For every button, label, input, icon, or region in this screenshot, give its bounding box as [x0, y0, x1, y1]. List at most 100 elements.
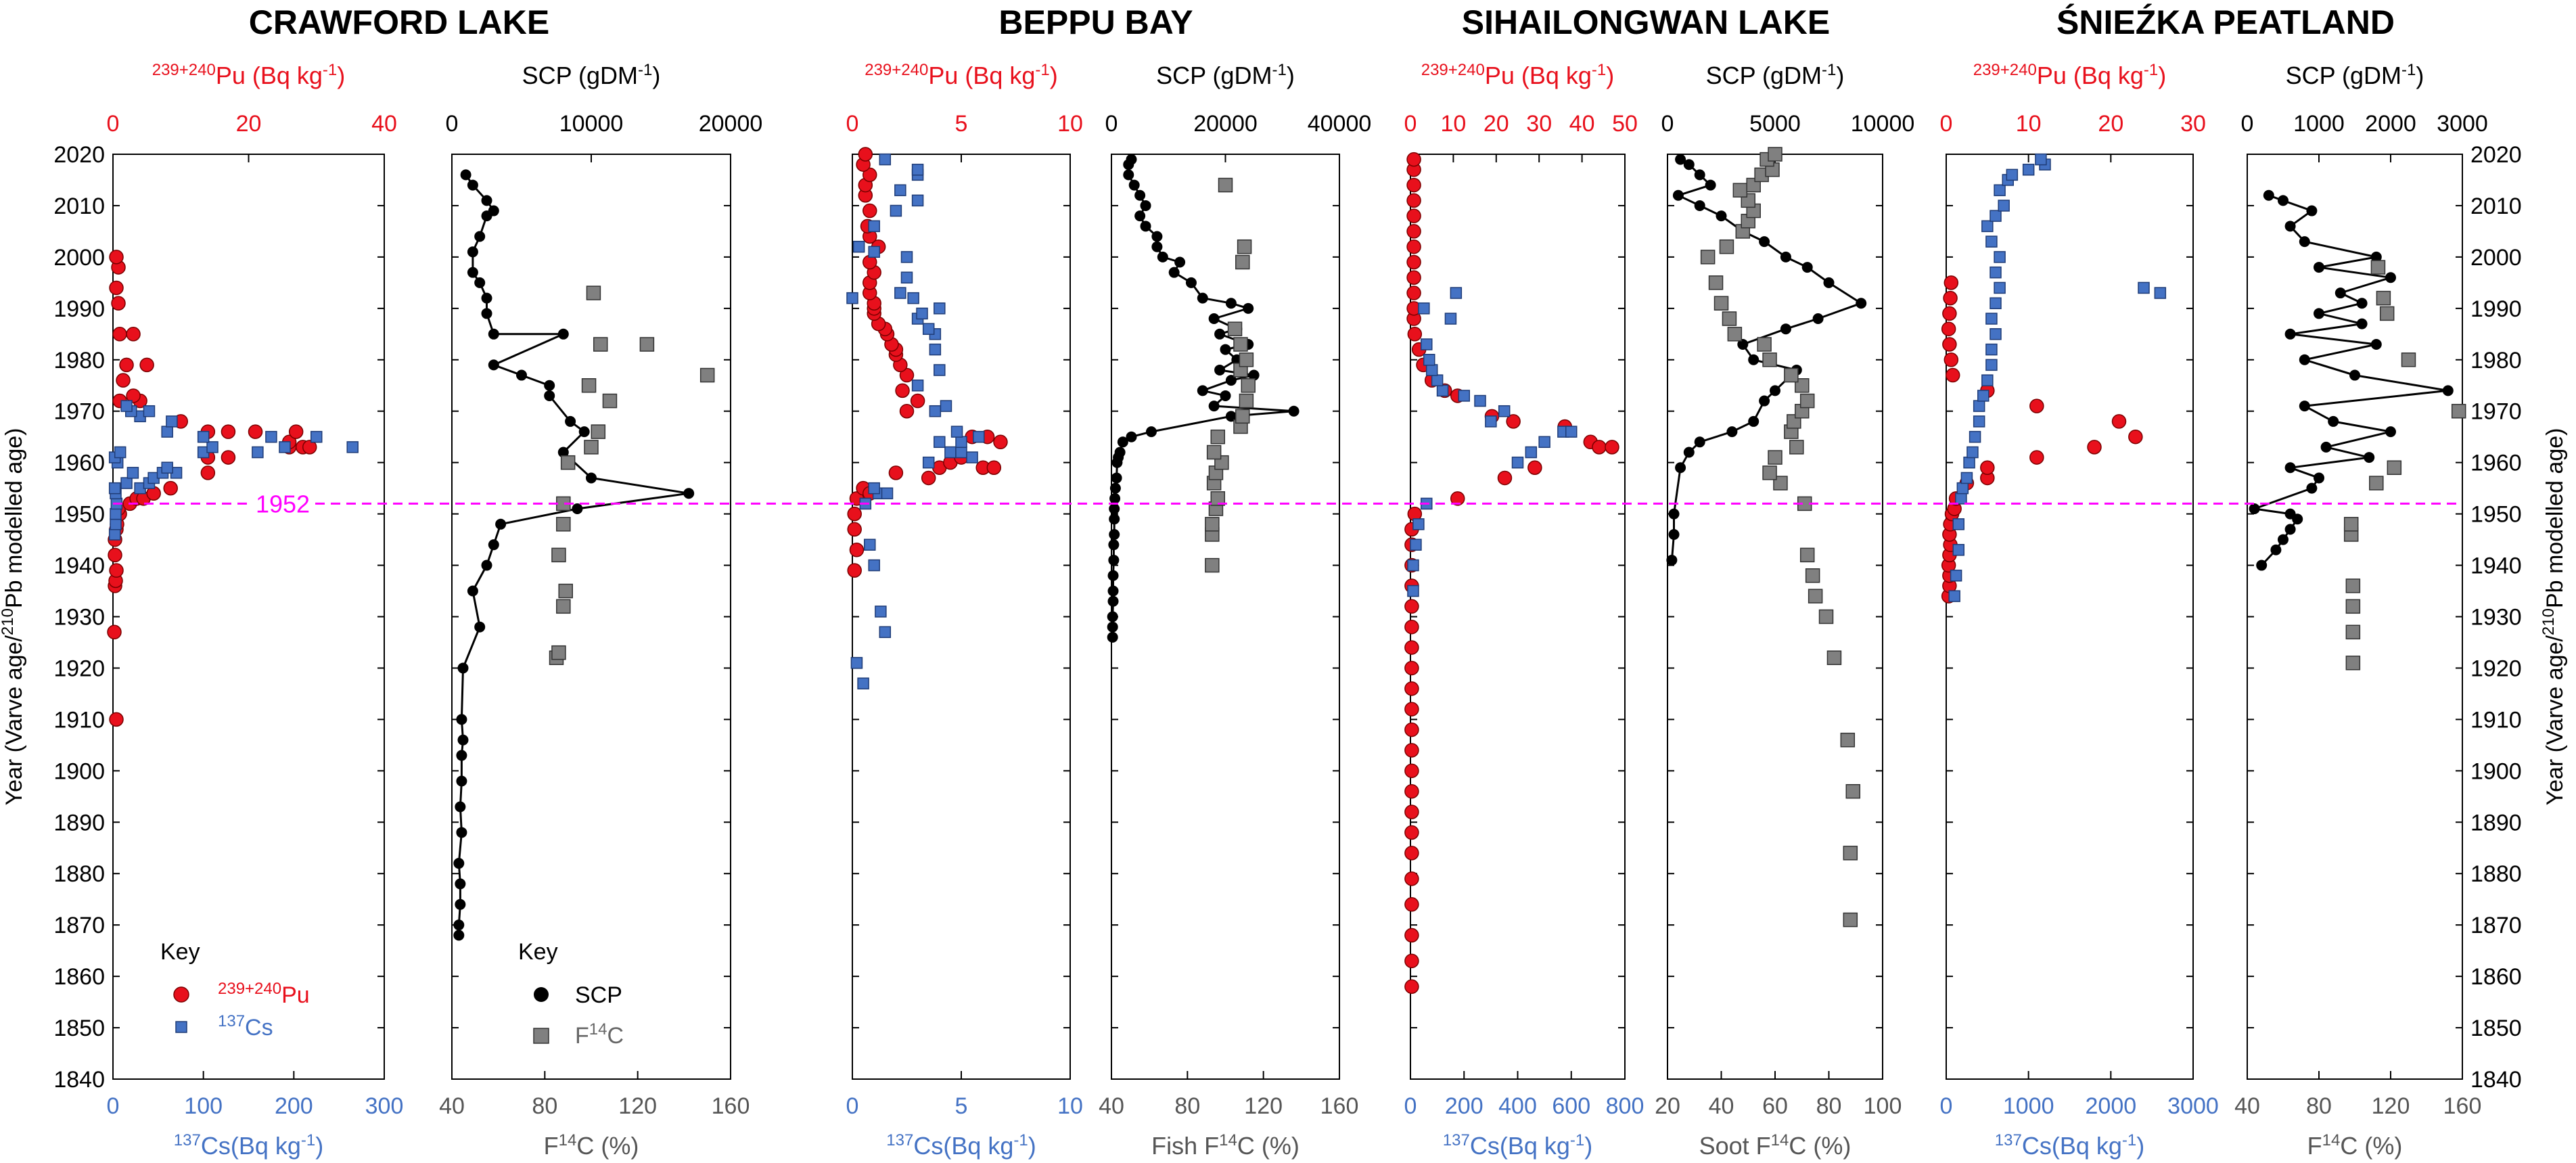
top-tick-label: 30 — [1526, 111, 1552, 137]
scp-point — [1759, 236, 1770, 248]
cs-point — [1985, 313, 1998, 325]
year-tick-label: 1860 — [2470, 964, 2522, 990]
scp-point — [453, 930, 465, 941]
year-tick-label: 2010 — [53, 193, 105, 219]
scp-point — [1675, 462, 1686, 474]
site-1: BEPPU BAY 0 5 10 0 5 10 239+240Pu (Bq kg-1) 137C… — [846, 3, 1372, 1160]
key-scp-label: SCP — [575, 982, 622, 1008]
pu-point — [163, 480, 178, 496]
pu-point — [1404, 599, 1419, 614]
scp-point — [1220, 390, 1231, 401]
pu-point — [109, 563, 124, 578]
year-tick-label: 1940 — [53, 553, 105, 579]
f14c-point — [581, 378, 597, 393]
bottom-tick-label: 0 — [846, 1093, 859, 1119]
site-3: ŚNIEŹKA PEATLAND 0 10 20 30 0 1000 2000 3000 239+… — [1940, 3, 2488, 1160]
scp-point — [1107, 631, 1118, 643]
pu-point — [1404, 979, 1419, 995]
scp-point — [474, 231, 486, 242]
f14c-point — [1799, 547, 1815, 563]
pu-point — [107, 624, 122, 640]
cs-point — [108, 482, 121, 495]
scp-point — [1683, 447, 1695, 458]
f14c-point — [602, 393, 618, 409]
bottom-tick-label: 100 — [184, 1093, 223, 1119]
cs-point — [206, 441, 218, 453]
cs-point — [852, 240, 865, 253]
pu-point — [1944, 352, 1959, 367]
scp-point — [474, 277, 486, 288]
pu-point — [921, 470, 936, 486]
scp-line — [1670, 158, 1864, 561]
scp-point — [557, 447, 569, 458]
year-axis-title: Year (Varve age/210Pb modelled age) — [0, 428, 27, 806]
series-137Cs — [1407, 287, 1578, 597]
year-tick-label: 1840 — [2470, 1067, 2522, 1093]
scp-point — [2270, 544, 2282, 555]
key-scp-marker — [534, 987, 549, 1002]
cs-point — [955, 446, 967, 459]
top-tick-label: 5000 — [1749, 111, 1801, 137]
cs-point — [1990, 266, 2002, 279]
year-tick-label: 1890 — [53, 810, 105, 836]
scp-point — [488, 539, 499, 551]
scp-point — [1668, 528, 1680, 540]
scp-point — [1145, 426, 1157, 438]
cs-point — [279, 441, 291, 453]
year-tick-label: 1860 — [53, 964, 105, 990]
scp-point — [1109, 493, 1121, 504]
f14c-point — [2345, 624, 2361, 640]
f14c-point — [2376, 290, 2391, 306]
scp-point — [1780, 323, 1791, 335]
panel-pu_cs: 0 5 10 0 5 10 239+240Pu (Bq kg-1) 137Cs(Bq kg-1… — [846, 61, 1083, 1160]
pu-point — [862, 203, 877, 219]
scp-point — [1694, 200, 1705, 211]
pu-point — [109, 250, 124, 265]
cs-point — [1990, 297, 2002, 309]
cs-point — [114, 446, 127, 459]
cs-point — [1425, 364, 1438, 376]
series-137Cs — [846, 153, 985, 689]
cs-point — [1458, 390, 1470, 402]
cs-point — [1955, 493, 1967, 505]
pu-point — [895, 383, 910, 398]
f14c-point — [2370, 260, 2386, 275]
scp-point — [1134, 210, 1146, 222]
scp-point — [683, 488, 695, 499]
scp-point — [1770, 385, 1780, 396]
year-tick-label: 1960 — [53, 451, 105, 476]
scp-point — [572, 503, 583, 515]
pu-point — [899, 403, 915, 419]
scp-point — [2299, 236, 2310, 248]
cs-point — [850, 657, 863, 669]
f14c-point — [591, 424, 606, 439]
key-right: Key SCP F14C — [518, 939, 624, 1049]
cs-point — [934, 364, 946, 376]
scp-point — [488, 205, 499, 216]
f14c-point — [1805, 568, 1820, 583]
scp-point — [453, 919, 465, 931]
series-137Cs — [1948, 153, 2167, 602]
bottom-tick-label: 0 — [107, 1093, 120, 1119]
cs-point — [846, 292, 858, 304]
bottom-axis-title: Fish F14C (%) — [1151, 1131, 1300, 1160]
scp-point — [557, 328, 569, 340]
f14c-point — [1722, 311, 1737, 326]
cs-point — [1498, 405, 1511, 417]
year-tick-label: 1970 — [2470, 399, 2522, 425]
scp-point — [456, 750, 467, 761]
pu-point — [847, 563, 862, 578]
scp-point — [1225, 375, 1237, 386]
scp-line — [1111, 158, 1294, 637]
pu-point — [1406, 224, 1421, 239]
pu-point — [858, 147, 873, 162]
top-tick-label: 0 — [1404, 111, 1417, 137]
cs-point — [864, 539, 876, 551]
pu-point — [111, 296, 126, 311]
bottom-axis-title: F14C (%) — [544, 1131, 639, 1160]
scp-point — [1716, 210, 1727, 222]
pu-point — [2128, 429, 2143, 444]
cs-point — [1538, 436, 1550, 449]
cs-point — [1511, 456, 1524, 469]
scp-point — [1801, 262, 1813, 273]
